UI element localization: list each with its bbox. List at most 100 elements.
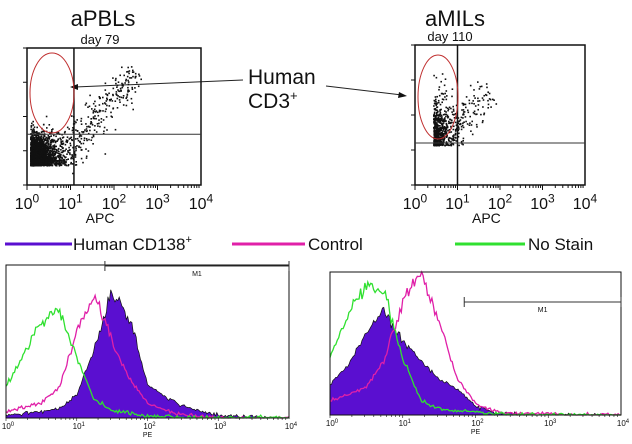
event-point [440,129,443,132]
event-point [49,163,51,165]
event-point [435,114,438,117]
event-point [439,115,441,117]
event-point [447,116,449,119]
event-point [58,159,61,162]
event-point [36,141,38,143]
event-point [47,137,49,139]
event-point [433,136,435,139]
event-point [36,131,38,133]
event-point [446,114,449,117]
event-point [458,123,461,126]
event-point [440,138,442,141]
event-point [448,144,451,147]
event-point [443,120,446,123]
event-point [474,97,476,99]
event-point [93,108,96,111]
event-point [81,131,83,133]
event-point [106,129,108,131]
event-point [58,165,61,167]
event-point [441,101,443,104]
event-point [131,71,134,73]
event-point [33,155,35,158]
event-point [118,90,121,93]
event-point [37,142,40,144]
event-point [47,161,50,164]
event-point [471,133,474,136]
event-point [80,117,83,120]
event-point [48,137,50,139]
event-point [50,135,52,137]
x-tick-label: 104 [617,419,630,428]
event-point [105,116,108,118]
event-point [45,136,48,139]
event-point [61,147,64,150]
event-point [97,125,99,127]
event-point [478,88,481,90]
event-point [31,147,33,150]
event-point [63,162,66,164]
event-point [38,164,41,166]
event-point [439,117,442,120]
event-point [441,124,443,126]
event-point [55,145,57,148]
event-point [115,82,117,85]
event-point [69,142,72,145]
event-point [117,81,120,83]
event-point [67,150,69,152]
event-point [468,99,471,102]
histogram-2: M1 100 101 102 103 104 PE [326,270,630,436]
event-point [487,99,489,102]
event-point [46,158,48,161]
event-point [67,164,70,166]
event-point [61,140,64,142]
event-point [47,164,50,167]
event-point [100,121,103,123]
event-point [52,145,54,148]
event-point [60,141,62,144]
event-point [103,126,106,129]
event-point [437,119,440,121]
event-point [42,142,44,144]
event-point [52,148,55,150]
event-point [84,104,87,106]
event-point [74,138,77,140]
event-point [55,132,58,134]
event-point [71,157,74,159]
event-point [62,142,64,145]
event-point [46,149,48,152]
event-point [457,136,460,138]
event-point [436,95,438,98]
event-point [434,134,436,136]
event-point [445,133,448,136]
event-point [42,153,44,155]
event-point [42,130,44,133]
event-point [47,159,49,162]
event-point [444,110,446,112]
event-point [91,136,93,139]
event-point [45,138,47,141]
event-point [43,155,45,157]
event-point [31,135,33,138]
event-point [49,141,52,144]
event-point [48,157,51,160]
event-point [463,113,465,116]
event-point [41,140,43,143]
event-point [473,110,476,113]
event-point [469,115,471,118]
event-point [47,135,50,137]
event-point [86,139,88,142]
event-point [71,155,74,157]
event-point [80,120,82,122]
event-point [433,105,435,107]
event-point [435,130,437,133]
event-point [47,149,50,151]
event-point [493,99,495,101]
x-tick-label: 102 [488,192,513,213]
annotation-arrow-right [325,85,403,96]
event-point [44,153,46,156]
event-point [34,140,36,142]
event-point [441,98,444,100]
event-point [33,158,36,160]
event-point [53,150,56,153]
event-point [438,143,440,146]
